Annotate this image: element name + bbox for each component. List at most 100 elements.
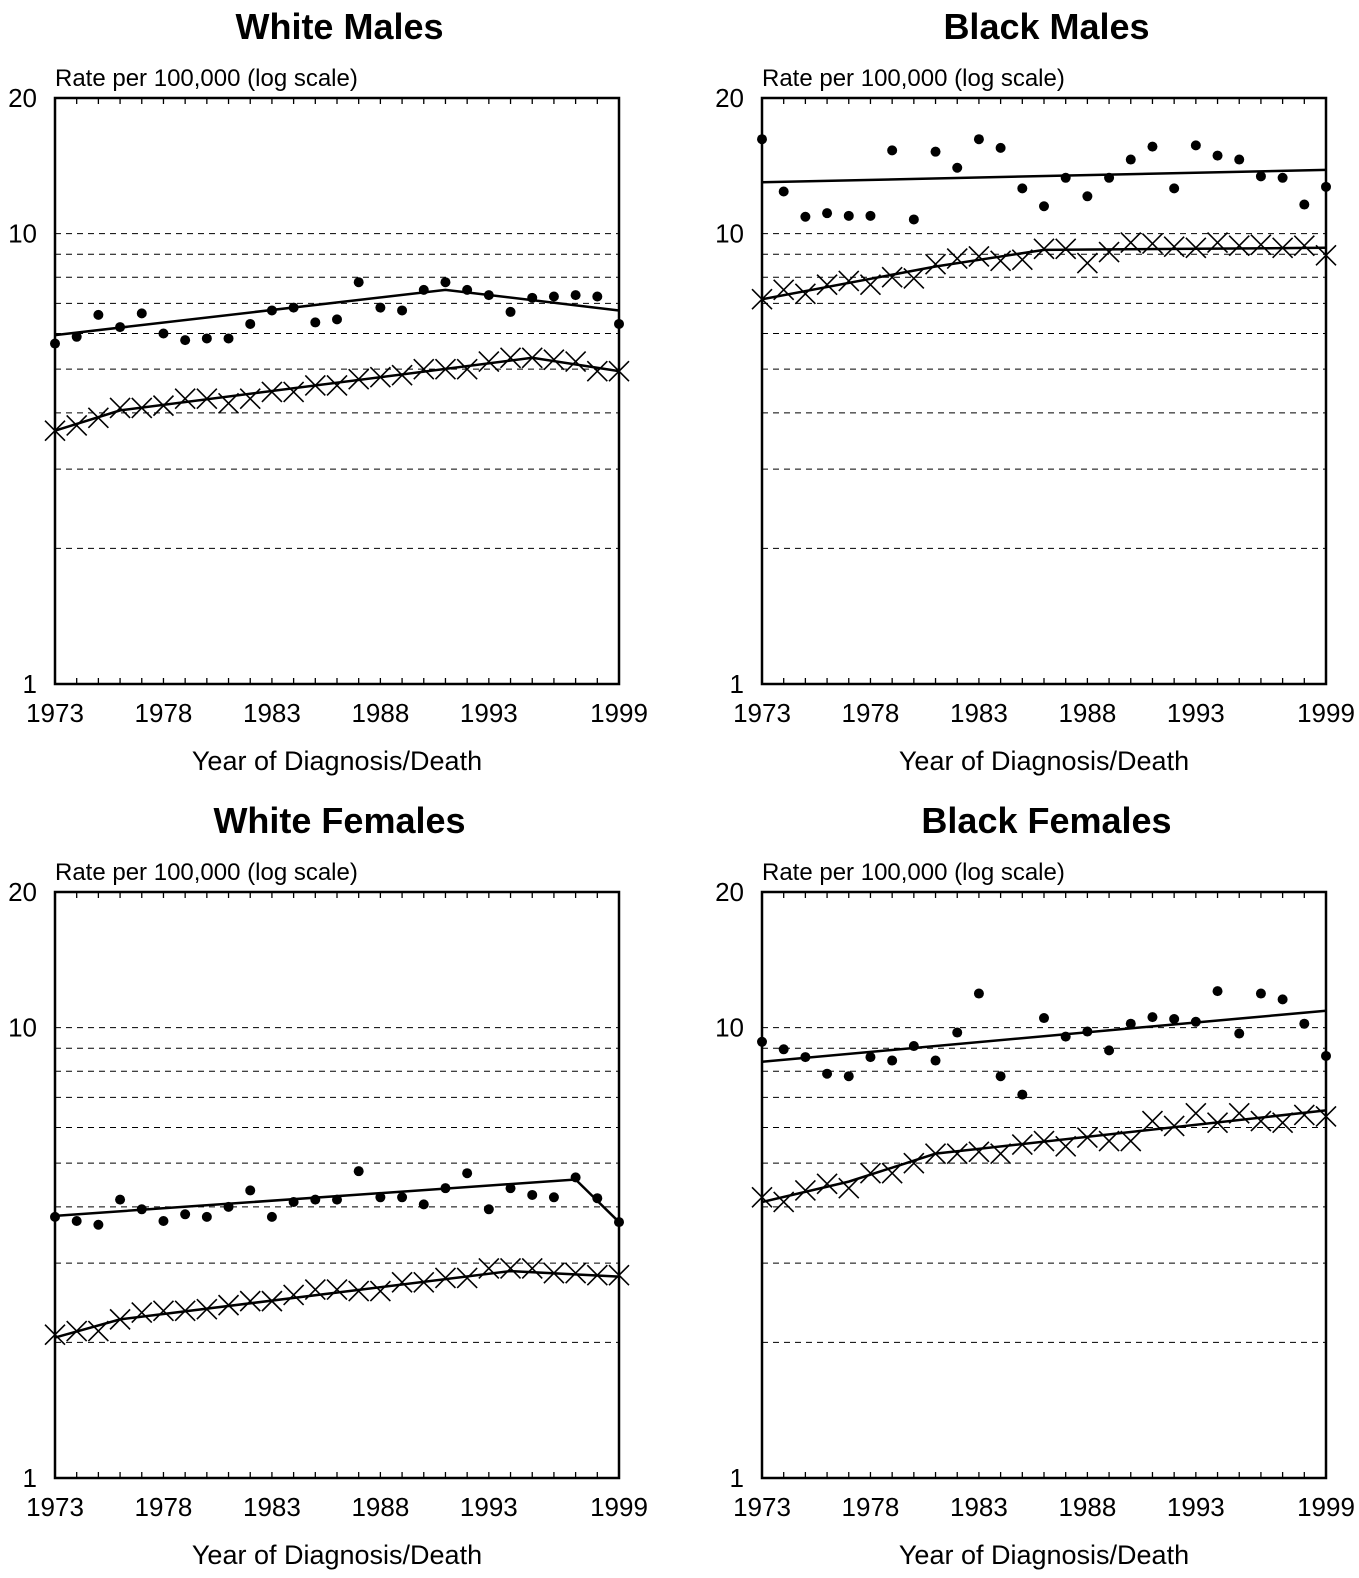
data-point-dot [1104, 1045, 1115, 1056]
x-marker-stroke [1315, 1105, 1337, 1127]
chart-title: White Males [235, 6, 444, 47]
x-tick-label: 1999 [590, 1492, 648, 1522]
data-point-x [816, 274, 838, 296]
data-point-x [794, 1179, 816, 1201]
data-point-dot [1321, 1050, 1331, 1061]
x-tick-label: 1993 [1167, 1492, 1225, 1522]
y-axis-label: Rate per 100,000 (log scale) [762, 65, 1065, 92]
data-point-dot [397, 305, 408, 316]
data-point-dot [1039, 201, 1049, 212]
x-marker-stroke [968, 245, 990, 267]
data-point-x [859, 1162, 882, 1184]
data-point-dot [1147, 141, 1158, 152]
x-marker-stroke [413, 358, 435, 380]
data-point-dot [418, 1199, 429, 1210]
x-tick-label: 1983 [243, 698, 301, 728]
x-marker-stroke [990, 1143, 1012, 1165]
data-point-dot [483, 1204, 494, 1215]
x-tick-label: 1978 [842, 1492, 900, 1522]
data-point-x [903, 1152, 925, 1174]
data-point-dot [1169, 1013, 1180, 1024]
x-tick-label: 1999 [1297, 1492, 1355, 1522]
chart-title: Black Females [921, 800, 1172, 841]
data-point-dot [757, 1036, 767, 1047]
data-point-dot [201, 333, 212, 344]
x-tick-label: 1999 [590, 698, 648, 728]
y-tick-label: 10 [715, 1013, 744, 1043]
x-marker-stroke [543, 349, 565, 371]
data-point-dot [1299, 1018, 1310, 1029]
data-point-dot [887, 1055, 898, 1066]
data-point-dot [973, 134, 984, 145]
plot-frame [53, 890, 621, 1480]
y-tick-label: 1 [730, 669, 744, 699]
y-tick-label: 20 [715, 83, 744, 113]
data-point-x [152, 1300, 175, 1322]
data-point-dot [93, 309, 104, 320]
data-point-dot [1277, 172, 1288, 183]
x-marker-stroke [521, 1257, 543, 1279]
x-axis-label: Year of Diagnosis/Death [899, 746, 1189, 776]
x-marker-stroke [586, 360, 608, 382]
x-marker-stroke [903, 1152, 925, 1174]
data-point-dot [136, 308, 147, 319]
data-point-dot [908, 214, 919, 225]
data-point-dot [1017, 183, 1028, 194]
data-point-x [924, 253, 947, 275]
data-point-x [1163, 1115, 1185, 1137]
x-marker-stroke [1120, 1130, 1142, 1152]
data-point-dot [1169, 183, 1180, 194]
data-point-dot [266, 1211, 277, 1222]
x-marker-stroke [859, 1162, 882, 1184]
data-point-x [478, 350, 500, 373]
chart-svg: 1 10 20 1973 1978 1983 1988 1993 1999 Rate per 10… [715, 65, 1355, 776]
x-tick-label: 1988 [1058, 698, 1116, 728]
data-point-dot [843, 1071, 854, 1082]
data-point-x [283, 381, 305, 403]
y-tick-label: 20 [8, 83, 37, 113]
x-marker-stroke [838, 270, 860, 292]
trend-line [761, 1009, 1327, 1063]
trend-line [54, 356, 620, 432]
data-point-x [1293, 1104, 1315, 1126]
data-point-dot [245, 318, 256, 329]
data-point-dot [570, 290, 581, 301]
data-point-dot [223, 333, 234, 344]
data-point-dot [843, 210, 854, 221]
data-point-dot [548, 291, 559, 302]
data-point-dot [1017, 1089, 1028, 1100]
data-point-dot [71, 331, 82, 342]
y-axis-label: Rate per 100,000 (log scale) [762, 859, 1065, 886]
x-marker-stroke [838, 1177, 860, 1199]
data-point-x [326, 1279, 348, 1301]
data-point-x [608, 1264, 630, 1286]
data-point-dot [1039, 1013, 1049, 1024]
data-point-x [131, 1301, 153, 1324]
x-tick-label: 1988 [351, 1492, 409, 1522]
data-point-dot [310, 317, 321, 328]
data-point-x [946, 1143, 968, 1165]
x-tick-label: 1983 [243, 1492, 301, 1522]
data-point-dot [245, 1185, 256, 1196]
data-point-dot [1147, 1012, 1158, 1023]
x-marker-stroke [44, 1324, 66, 1346]
data-point-dot [1212, 150, 1223, 161]
data-point-x [968, 245, 990, 267]
x-tick-label: 1993 [460, 1492, 518, 1522]
data-point-dot [375, 1192, 386, 1203]
data-point-x [109, 397, 131, 419]
data-point-dot [822, 1068, 833, 1079]
chart-panel-white-males: White Males 1 10 20 1973 1978 1983 1988 1993 199… [0, 0, 679, 784]
data-point-x [586, 360, 608, 382]
x-marker-stroke [152, 1300, 175, 1322]
data-point-x [499, 1257, 522, 1279]
x-marker-stroke [1315, 244, 1337, 266]
y-tick-label: 10 [8, 219, 37, 249]
x-marker-stroke [565, 350, 587, 373]
data-point-dot [973, 988, 984, 999]
x-marker-stroke [174, 388, 196, 410]
x-marker-stroke [816, 1173, 838, 1195]
x-marker-stroke [391, 1271, 413, 1293]
data-point-dot [180, 335, 191, 346]
data-point-x [751, 1186, 773, 1208]
